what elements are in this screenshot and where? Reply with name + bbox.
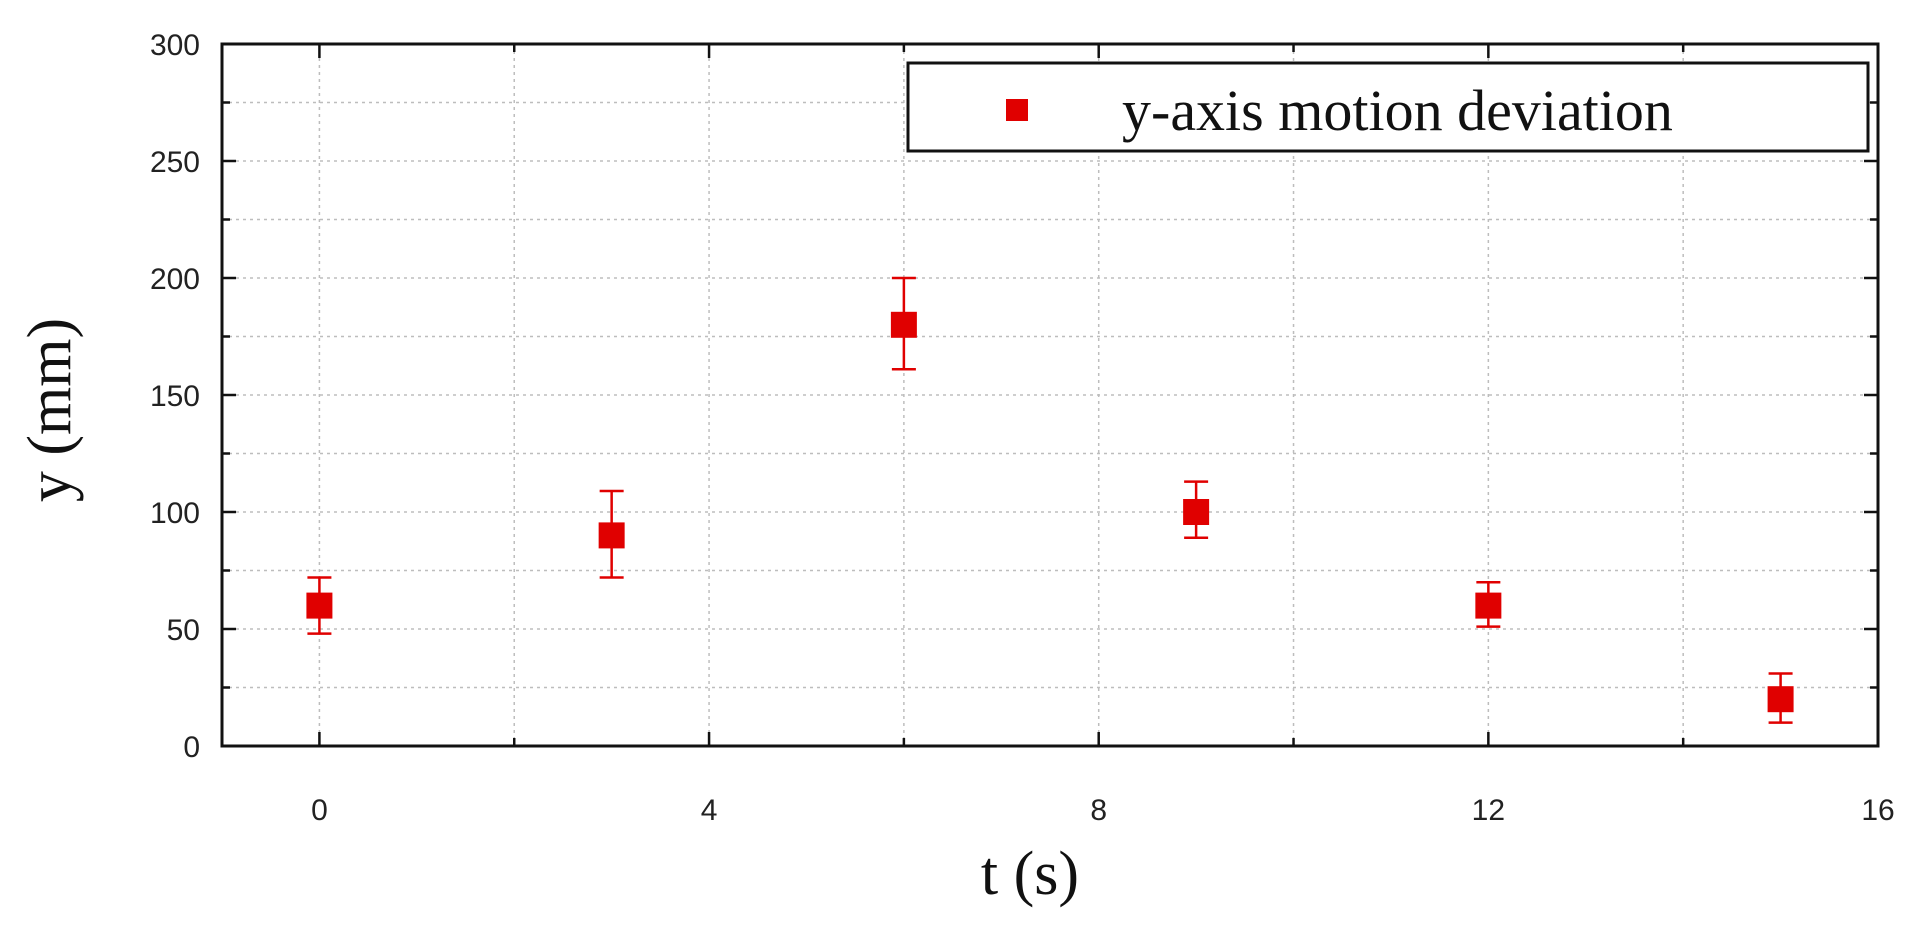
data-point [1183, 499, 1210, 525]
plot-marks [306, 276, 1794, 724]
legend-box [906, 61, 1870, 153]
y-tick-label: 250 [150, 146, 200, 179]
x-tick-label: 0 [311, 794, 328, 827]
x-tick-label: 16 [1861, 794, 1894, 827]
data-point [598, 522, 625, 549]
x-tick-label: 8 [1090, 794, 1107, 827]
y-tick-label: 50 [167, 614, 200, 647]
x-tick-label: 12 [1472, 794, 1505, 827]
data-point [306, 592, 333, 619]
plot-frame [220, 42, 1880, 748]
tick-labels: 0 4 8 12 16 0 50 100 150 200 250 300 [150, 29, 1895, 827]
y-tick-label: 150 [150, 380, 200, 413]
x-axis-title: t (s) [981, 840, 1079, 908]
x-tick-label: 4 [701, 794, 718, 827]
y-tick-label: 100 [150, 497, 200, 530]
data-point [1767, 686, 1794, 713]
y-tick-label: 300 [150, 29, 200, 62]
y-tick-label: 0 [183, 731, 200, 764]
legend-label: y-axis motion deviation [1122, 78, 1673, 143]
data-point [1475, 592, 1502, 619]
y-axis-title: y (mm) [16, 318, 84, 502]
y-tick-label: 200 [150, 263, 200, 296]
legend: y-axis motion deviation [906, 61, 1870, 153]
legend-marker [1006, 99, 1028, 121]
data-point [890, 311, 917, 338]
